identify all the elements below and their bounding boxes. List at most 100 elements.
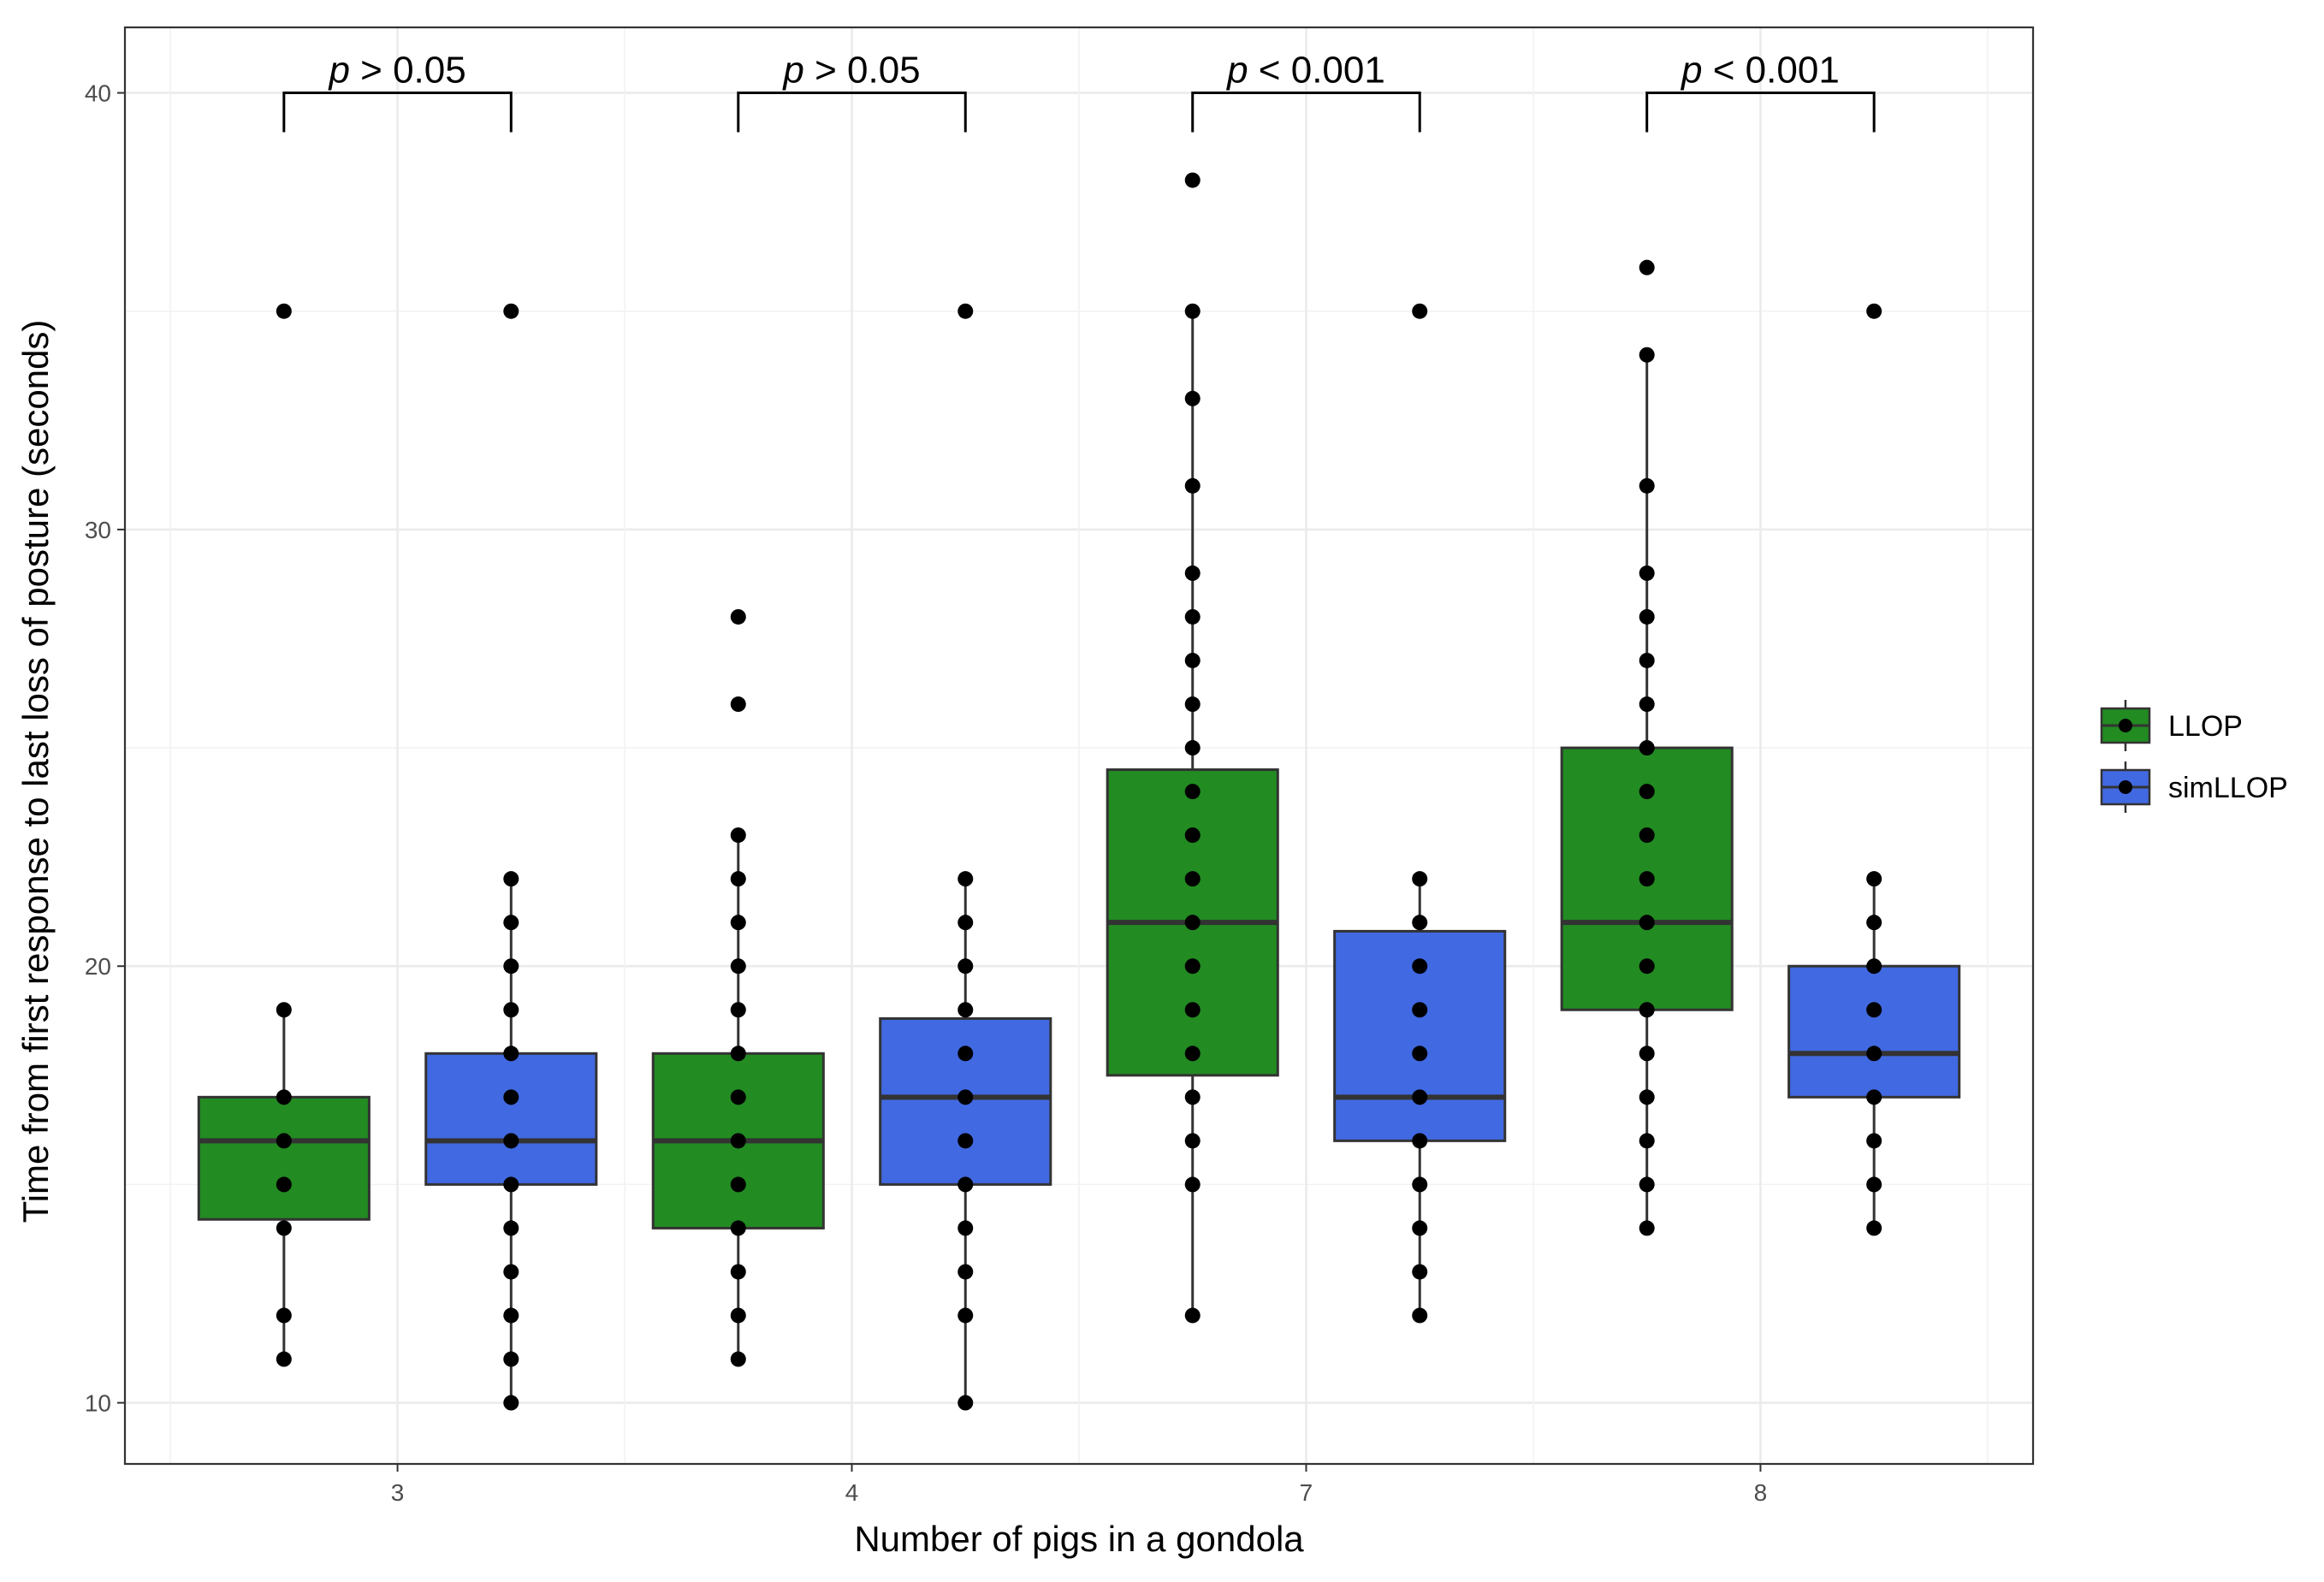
data-point xyxy=(503,958,519,975)
point-layer xyxy=(276,172,1882,1411)
x-tick-label: 4 xyxy=(845,1479,859,1506)
legend-key-llop xyxy=(2100,700,2151,751)
data-point xyxy=(276,303,292,319)
annotation-layer: p > 0.05 p > 0.05 p < 0.001 p < 0.001 xyxy=(282,50,1876,133)
data-point xyxy=(503,1046,519,1062)
data-point xyxy=(730,1264,746,1280)
data-point xyxy=(1866,1002,1882,1018)
legend-key-simllop xyxy=(2100,761,2151,813)
data-point xyxy=(730,1002,746,1018)
p-symbol: p xyxy=(781,50,803,92)
data-point xyxy=(730,696,746,713)
data-point xyxy=(276,1133,292,1149)
data-point xyxy=(1412,1133,1428,1149)
data-point xyxy=(1866,1089,1882,1105)
data-point xyxy=(1412,1307,1428,1324)
significance-bracket xyxy=(1191,92,1421,133)
data-point xyxy=(957,1002,974,1018)
data-point xyxy=(503,1220,519,1236)
significance-label: p < 0.001 xyxy=(1225,50,1385,92)
data-point xyxy=(957,1220,974,1236)
data-point xyxy=(503,1089,519,1105)
data-point xyxy=(1184,871,1201,887)
data-point xyxy=(1639,1002,1655,1018)
significance-bracket xyxy=(737,92,967,133)
data-point xyxy=(1184,477,1201,494)
data-point xyxy=(1412,1264,1428,1280)
box-body xyxy=(197,1095,371,1221)
y-tick-label: 10 xyxy=(85,1390,111,1417)
panel-border xyxy=(123,26,2035,1466)
axis-layer: 10 20 30 40 3 4 7 8 xyxy=(85,80,1767,1506)
data-point xyxy=(503,1351,519,1367)
data-point xyxy=(1866,1046,1882,1062)
data-point xyxy=(1184,390,1201,406)
data-point xyxy=(276,1002,292,1018)
data-point xyxy=(1184,784,1201,800)
data-point xyxy=(503,1002,519,1018)
data-point xyxy=(1639,871,1655,887)
data-point xyxy=(1184,696,1201,713)
data-point xyxy=(957,1176,974,1193)
significance-label: p > 0.05 xyxy=(781,50,920,92)
data-point xyxy=(1866,1220,1882,1236)
data-point xyxy=(730,1133,746,1149)
x-tick-label: 8 xyxy=(1754,1479,1768,1506)
data-point xyxy=(1184,1307,1201,1324)
data-point xyxy=(1639,1133,1655,1149)
data-point xyxy=(1639,827,1655,844)
grid-layer xyxy=(125,27,2033,1464)
data-point xyxy=(503,303,519,319)
data-point xyxy=(730,1176,746,1193)
data-point xyxy=(1412,958,1428,975)
data-point xyxy=(730,1307,746,1324)
data-point xyxy=(1184,303,1201,319)
significance-label: p > 0.05 xyxy=(327,50,465,92)
data-point xyxy=(1412,1046,1428,1062)
data-point xyxy=(1412,1176,1428,1193)
box-body xyxy=(424,1052,598,1186)
data-point xyxy=(1639,784,1655,800)
data-point xyxy=(1184,827,1201,844)
data-point xyxy=(1184,1002,1201,1018)
data-point xyxy=(1639,1046,1655,1062)
data-point xyxy=(1412,1002,1428,1018)
x-tick-label: 7 xyxy=(1300,1479,1313,1506)
data-point xyxy=(276,1307,292,1324)
y-tick-label: 40 xyxy=(85,80,111,107)
data-point xyxy=(730,1220,746,1236)
p-value: > 0.05 xyxy=(350,50,466,92)
data-point xyxy=(957,871,974,887)
data-point xyxy=(1184,740,1201,756)
data-point xyxy=(1412,871,1428,887)
data-point xyxy=(1639,259,1655,276)
data-point xyxy=(957,1046,974,1062)
data-point xyxy=(1639,915,1655,931)
data-point xyxy=(1866,1133,1882,1149)
data-point xyxy=(1412,1089,1428,1105)
data-point xyxy=(1639,1089,1655,1105)
legend-dot xyxy=(2119,780,2132,794)
data-point xyxy=(276,1089,292,1105)
data-point xyxy=(1866,303,1882,319)
significance-bracket xyxy=(1645,92,1876,133)
box-body xyxy=(1787,964,1961,1099)
data-point xyxy=(1184,172,1201,188)
data-point xyxy=(957,1395,974,1411)
data-point xyxy=(730,1046,746,1062)
data-point xyxy=(1639,740,1655,756)
data-point xyxy=(503,1307,519,1324)
data-point xyxy=(503,1176,519,1193)
data-point xyxy=(1866,915,1882,931)
data-point xyxy=(957,1133,974,1149)
data-point xyxy=(1639,1176,1655,1193)
data-point xyxy=(503,1395,519,1411)
data-point xyxy=(1639,958,1655,975)
data-point xyxy=(1184,608,1201,625)
data-point xyxy=(730,1351,746,1367)
data-point xyxy=(1184,1176,1201,1193)
legend: LLOP simLLOP xyxy=(2100,700,2288,813)
data-point xyxy=(957,1264,974,1280)
data-point xyxy=(1639,565,1655,581)
